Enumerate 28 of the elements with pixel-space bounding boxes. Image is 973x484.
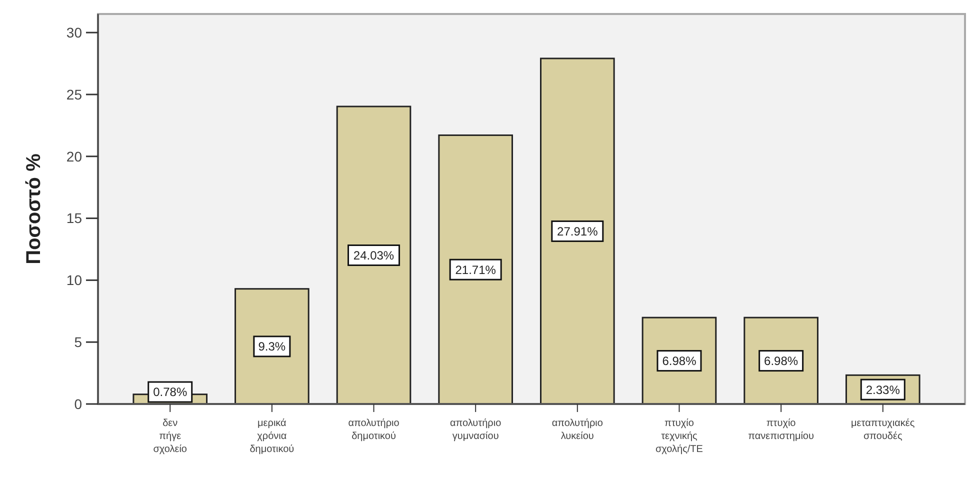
data-label: 21.71% — [455, 262, 496, 277]
data-label: 2.33% — [866, 382, 900, 397]
bar — [540, 58, 615, 405]
data-label: 0.78% — [153, 385, 188, 400]
data-label: 27.91% — [557, 224, 598, 238]
y-tick-label: 0 — [74, 396, 82, 412]
data-label: 6.98% — [764, 354, 798, 368]
x-tick-label: δεν πήγε σχολείο — [153, 418, 188, 455]
x-tick-label: απολυτήριο δημοτικού — [348, 418, 400, 442]
x-tick-label: μερικά χρόνια δημοτικού — [250, 418, 294, 455]
x-tick-label: απολυτήριο γυμνασίου — [450, 418, 502, 442]
x-tick-label: μεταπτυχιακές σπουδές — [851, 418, 915, 442]
data-label: 6.98% — [662, 354, 697, 368]
bar — [234, 288, 310, 405]
bar — [438, 134, 513, 405]
x-tick-label: πτυχίο πανεπιστημίου — [748, 418, 814, 442]
y-tick-label: 25 — [66, 86, 82, 102]
y-axis-title: Ποσοστό % — [23, 153, 45, 264]
y-tick-label: 10 — [66, 272, 82, 288]
x-tick-label: πτυχίο τεχνικής σχολής/ΤΕ — [656, 418, 704, 455]
y-tick-label: 20 — [66, 148, 82, 164]
x-tick-label: απολυτήριο λυκείου — [552, 418, 604, 442]
data-label: 9.3% — [258, 340, 286, 354]
y-tick-label: 15 — [66, 210, 82, 226]
y-tick-label: 5 — [74, 334, 82, 350]
data-label: 24.03% — [353, 248, 394, 262]
y-tick-label: 30 — [66, 24, 82, 40]
bar — [336, 106, 412, 405]
